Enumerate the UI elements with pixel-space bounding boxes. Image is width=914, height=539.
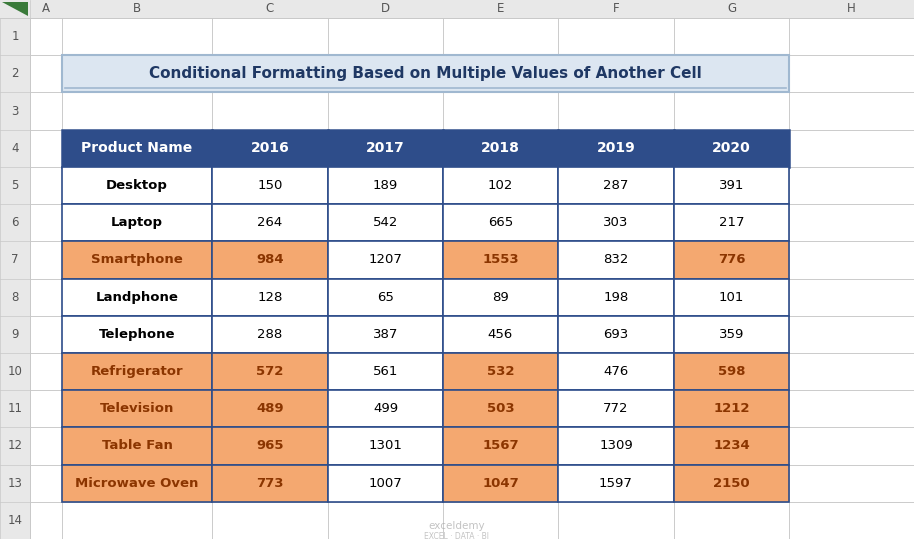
- Text: E: E: [497, 3, 505, 16]
- FancyBboxPatch shape: [62, 353, 212, 390]
- FancyBboxPatch shape: [328, 204, 443, 241]
- Text: 359: 359: [718, 328, 744, 341]
- FancyBboxPatch shape: [328, 427, 443, 465]
- Text: 128: 128: [258, 291, 282, 303]
- FancyBboxPatch shape: [558, 279, 674, 316]
- FancyBboxPatch shape: [212, 390, 328, 427]
- FancyBboxPatch shape: [674, 427, 789, 465]
- Text: Laptop: Laptop: [111, 216, 163, 229]
- FancyBboxPatch shape: [62, 204, 212, 241]
- Text: 773: 773: [256, 476, 283, 489]
- Text: A: A: [42, 3, 50, 16]
- FancyBboxPatch shape: [558, 167, 674, 204]
- Text: 1567: 1567: [483, 439, 519, 452]
- FancyBboxPatch shape: [674, 390, 789, 427]
- Text: 693: 693: [603, 328, 629, 341]
- Text: 5: 5: [11, 179, 18, 192]
- FancyBboxPatch shape: [558, 241, 674, 279]
- FancyBboxPatch shape: [62, 390, 212, 427]
- Text: 776: 776: [717, 253, 745, 266]
- FancyBboxPatch shape: [674, 465, 789, 502]
- Text: 2016: 2016: [250, 141, 290, 155]
- FancyBboxPatch shape: [30, 18, 914, 539]
- Text: 287: 287: [603, 179, 629, 192]
- FancyBboxPatch shape: [62, 279, 212, 316]
- Text: 264: 264: [258, 216, 282, 229]
- Text: 1212: 1212: [713, 402, 749, 415]
- FancyBboxPatch shape: [443, 353, 558, 390]
- Text: 13: 13: [7, 476, 23, 489]
- FancyBboxPatch shape: [0, 0, 914, 18]
- Text: 7: 7: [11, 253, 19, 266]
- FancyBboxPatch shape: [674, 353, 789, 390]
- Text: Refrigerator: Refrigerator: [90, 365, 184, 378]
- FancyBboxPatch shape: [558, 465, 674, 502]
- Text: Desktop: Desktop: [106, 179, 168, 192]
- Text: 532: 532: [487, 365, 515, 378]
- Text: 387: 387: [373, 328, 399, 341]
- Text: 984: 984: [256, 253, 284, 266]
- Text: exceldemy: exceldemy: [429, 521, 485, 531]
- FancyBboxPatch shape: [443, 279, 558, 316]
- Text: C: C: [266, 3, 274, 16]
- Text: 89: 89: [492, 291, 509, 303]
- FancyBboxPatch shape: [212, 465, 328, 502]
- Text: 2150: 2150: [713, 476, 749, 489]
- FancyBboxPatch shape: [212, 427, 328, 465]
- Text: 9: 9: [11, 328, 19, 341]
- FancyBboxPatch shape: [212, 130, 328, 167]
- Text: 8: 8: [11, 291, 18, 303]
- Text: 1007: 1007: [368, 476, 402, 489]
- Text: 772: 772: [603, 402, 629, 415]
- Text: 832: 832: [603, 253, 629, 266]
- FancyBboxPatch shape: [328, 465, 443, 502]
- FancyBboxPatch shape: [443, 167, 558, 204]
- Text: 503: 503: [486, 402, 515, 415]
- FancyBboxPatch shape: [328, 390, 443, 427]
- Text: 1553: 1553: [483, 253, 519, 266]
- Text: 1234: 1234: [713, 439, 749, 452]
- Text: Television: Television: [100, 402, 175, 415]
- Text: 1301: 1301: [368, 439, 402, 452]
- Text: 3: 3: [11, 105, 18, 118]
- Text: 150: 150: [258, 179, 282, 192]
- Text: 4: 4: [11, 142, 19, 155]
- Text: 14: 14: [7, 514, 23, 527]
- Text: 2: 2: [11, 67, 19, 80]
- Text: D: D: [381, 3, 390, 16]
- FancyBboxPatch shape: [674, 316, 789, 353]
- Polygon shape: [2, 2, 28, 16]
- Text: 198: 198: [603, 291, 629, 303]
- FancyBboxPatch shape: [674, 130, 789, 167]
- Text: 1207: 1207: [368, 253, 402, 266]
- FancyBboxPatch shape: [62, 316, 212, 353]
- FancyBboxPatch shape: [558, 204, 674, 241]
- FancyBboxPatch shape: [443, 204, 558, 241]
- FancyBboxPatch shape: [443, 390, 558, 427]
- FancyBboxPatch shape: [443, 130, 558, 167]
- Text: 1309: 1309: [599, 439, 632, 452]
- FancyBboxPatch shape: [62, 241, 212, 279]
- FancyBboxPatch shape: [443, 316, 558, 353]
- Text: 572: 572: [256, 365, 283, 378]
- Text: 1: 1: [11, 30, 19, 43]
- Text: 2017: 2017: [367, 141, 405, 155]
- Text: Smartphone: Smartphone: [91, 253, 183, 266]
- Text: 102: 102: [488, 179, 513, 192]
- Text: G: G: [727, 3, 736, 16]
- FancyBboxPatch shape: [0, 18, 30, 539]
- FancyBboxPatch shape: [62, 167, 212, 204]
- FancyBboxPatch shape: [212, 353, 328, 390]
- FancyBboxPatch shape: [62, 130, 212, 167]
- Text: F: F: [612, 3, 620, 16]
- Text: 476: 476: [603, 365, 629, 378]
- Text: 101: 101: [718, 291, 744, 303]
- Text: 217: 217: [718, 216, 744, 229]
- Text: 665: 665: [488, 216, 513, 229]
- FancyBboxPatch shape: [443, 427, 558, 465]
- Text: 561: 561: [373, 365, 399, 378]
- FancyBboxPatch shape: [674, 167, 789, 204]
- Text: 542: 542: [373, 216, 399, 229]
- FancyBboxPatch shape: [328, 279, 443, 316]
